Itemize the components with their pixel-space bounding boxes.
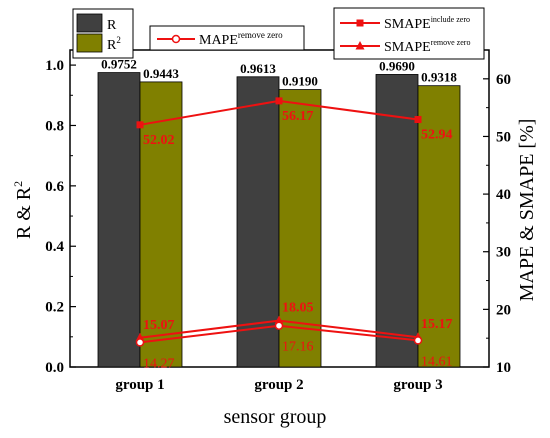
line-value-label: 15.07 bbox=[143, 318, 175, 333]
bar-value-label: 0.9443 bbox=[143, 66, 179, 81]
line-value-label: 52.94 bbox=[421, 128, 453, 143]
y-right-tick-label: 50 bbox=[496, 129, 511, 145]
bar-value-label: 0.9190 bbox=[282, 74, 318, 89]
legend-entry-label: SMAPEremove zero bbox=[384, 38, 470, 55]
y-right-tick-label: 60 bbox=[496, 72, 511, 88]
y-right-tick-label: 10 bbox=[496, 360, 511, 376]
line-value-label: 14.27 bbox=[143, 356, 175, 371]
legend-swatch bbox=[76, 13, 103, 33]
x-tick-label: group 3 bbox=[393, 377, 442, 393]
marker-square bbox=[275, 97, 283, 105]
marker-circle bbox=[413, 336, 423, 345]
x-axis-title: sensor group bbox=[224, 406, 327, 428]
legend-entry-label: R bbox=[107, 18, 117, 33]
bar-r2 bbox=[417, 85, 461, 368]
line-value-label: 15.17 bbox=[421, 317, 453, 332]
legend-smape-box bbox=[333, 7, 485, 60]
legend-entry-label: R2 bbox=[107, 35, 121, 53]
legend-marker-triangle bbox=[355, 41, 365, 50]
marker-triangle bbox=[274, 315, 284, 325]
marker-square bbox=[136, 121, 144, 129]
bar-r bbox=[236, 76, 280, 368]
y-left-axis-title: R & R2 bbox=[11, 181, 35, 239]
bar-r bbox=[375, 74, 419, 368]
y-left-tick-label: 0.6 bbox=[45, 179, 64, 195]
bar-r bbox=[97, 72, 141, 368]
y-left-tick-label: 0.8 bbox=[45, 118, 64, 134]
y-right-tick-label: 40 bbox=[496, 187, 511, 203]
y-right-tick-label: 20 bbox=[496, 302, 511, 318]
line-value-label: 18.05 bbox=[282, 301, 314, 316]
y-left-tick-label: 1.0 bbox=[45, 58, 64, 74]
bar-value-label: 0.9690 bbox=[379, 58, 415, 73]
x-tick-label: group 2 bbox=[254, 377, 303, 393]
line-value-label: 52.02 bbox=[143, 133, 175, 148]
x-tick-label: group 1 bbox=[115, 377, 164, 393]
marker-circle bbox=[274, 321, 284, 330]
legend-marker-square bbox=[356, 19, 364, 27]
line-value-label: 14.61 bbox=[421, 354, 453, 369]
y-left-tick-label: 0.4 bbox=[45, 239, 64, 255]
y-left-tick-label: 0.0 bbox=[45, 360, 64, 376]
bar-r2 bbox=[139, 81, 183, 368]
legend-entry-label: SMAPEinclude zero bbox=[384, 15, 470, 32]
legend-entry-label: MAPEremove zero bbox=[199, 30, 283, 48]
y-right-tick-label: 30 bbox=[496, 245, 511, 261]
marker-square bbox=[414, 116, 422, 124]
legend-swatch bbox=[76, 33, 103, 53]
y-left-tick-label: 0.2 bbox=[45, 300, 64, 316]
line-value-label: 56.17 bbox=[282, 109, 314, 124]
legend-marker-circle bbox=[171, 34, 181, 44]
marker-circle bbox=[135, 338, 145, 347]
bar-value-label: 0.9613 bbox=[240, 61, 276, 76]
bar-value-label: 0.9752 bbox=[101, 57, 137, 72]
line-value-label: 17.16 bbox=[282, 340, 314, 355]
bar-value-label: 0.9318 bbox=[421, 70, 457, 85]
y-right-axis-title: MAPE & SMAPE [%] bbox=[516, 119, 538, 302]
